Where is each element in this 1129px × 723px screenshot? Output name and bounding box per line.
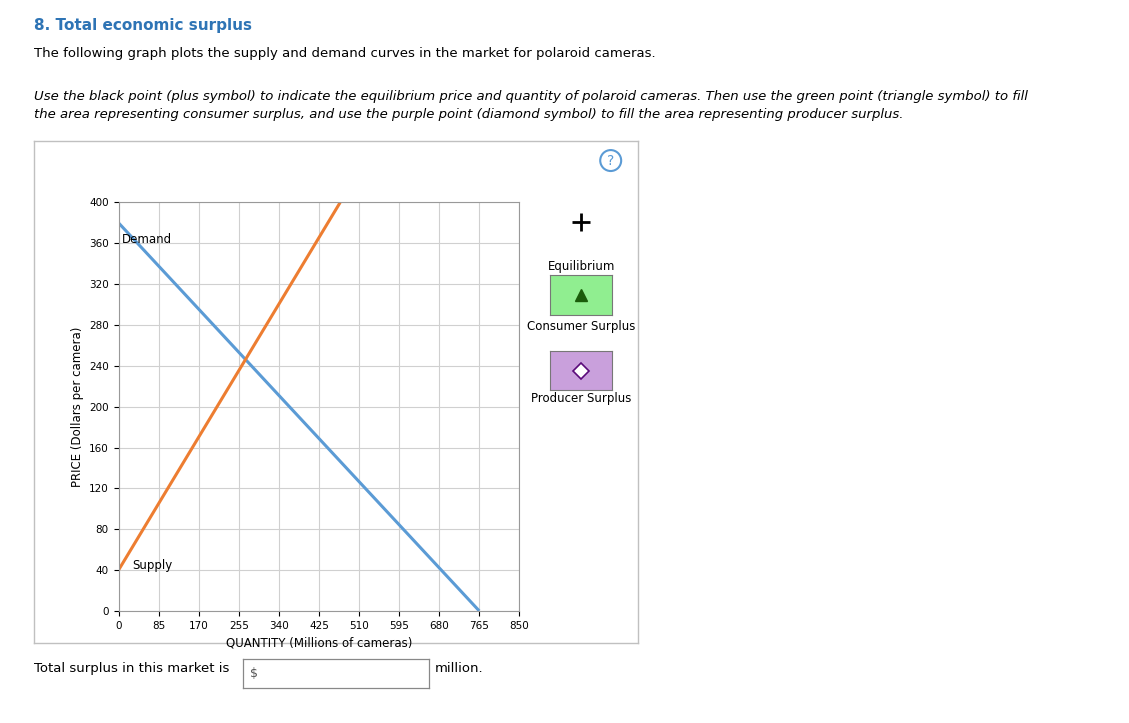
Text: 8. Total economic surplus: 8. Total economic surplus <box>34 18 252 33</box>
Text: Producer Surplus: Producer Surplus <box>532 392 631 405</box>
Text: The following graph plots the supply and demand curves in the market for polaroi: The following graph plots the supply and… <box>34 47 656 60</box>
Text: Consumer Surplus: Consumer Surplus <box>527 320 636 333</box>
X-axis label: QUANTITY (Millions of cameras): QUANTITY (Millions of cameras) <box>226 636 412 649</box>
Text: Supply: Supply <box>133 559 173 572</box>
Text: million.: million. <box>435 662 483 675</box>
Text: Total surplus in this market is: Total surplus in this market is <box>34 662 229 675</box>
Text: Use the black point (plus symbol) to indicate the equilibrium price and quantity: Use the black point (plus symbol) to ind… <box>34 90 1027 121</box>
Y-axis label: PRICE (Dollars per camera): PRICE (Dollars per camera) <box>70 327 84 487</box>
Text: $: $ <box>251 667 259 680</box>
Text: Equilibrium: Equilibrium <box>548 260 615 273</box>
Text: Demand: Demand <box>122 233 173 246</box>
Text: ?: ? <box>607 153 614 168</box>
